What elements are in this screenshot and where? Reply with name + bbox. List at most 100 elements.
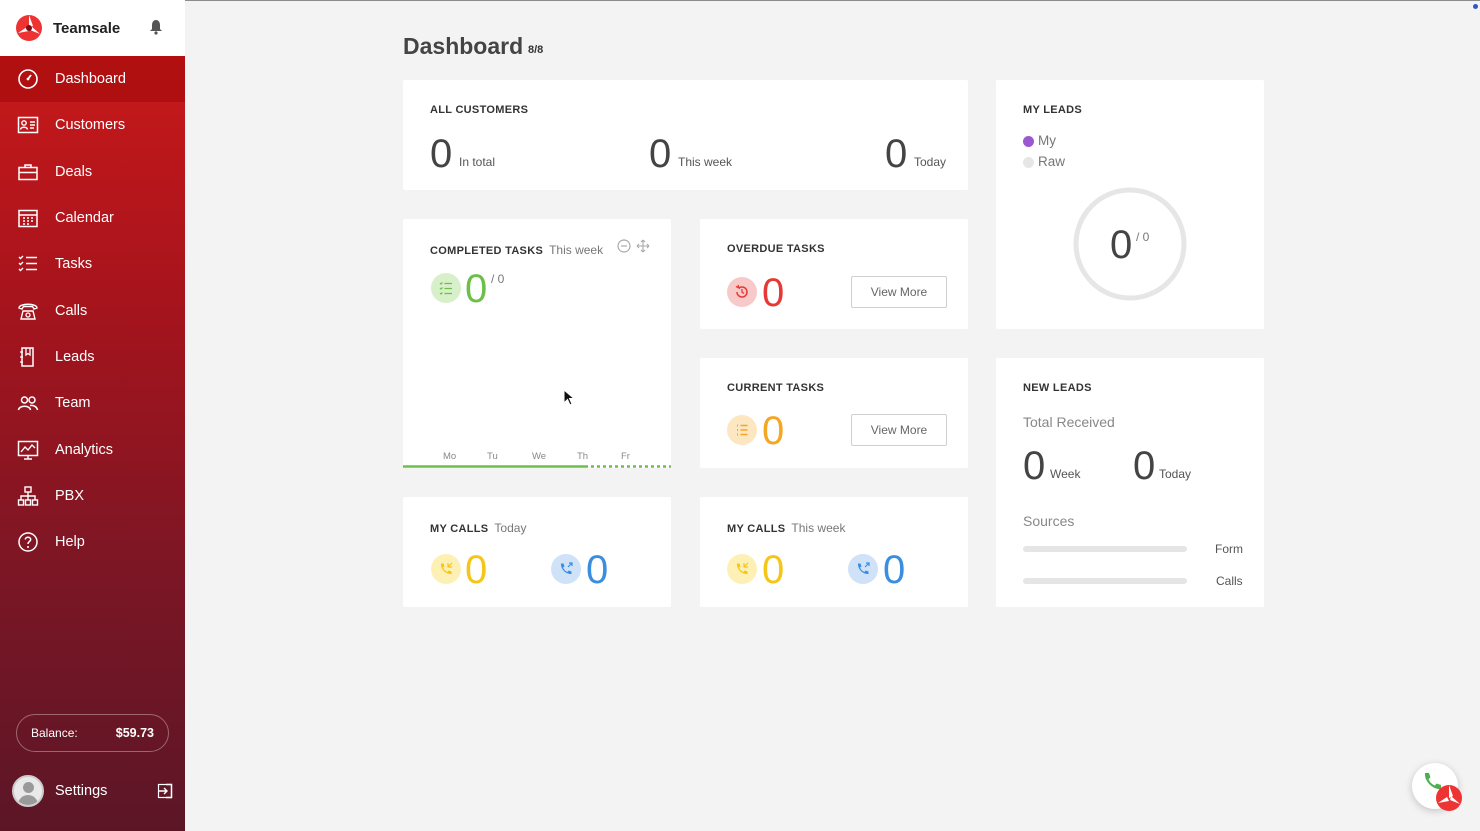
telephone-icon bbox=[16, 299, 40, 323]
calls-today-incoming-value: 0 bbox=[465, 548, 488, 592]
widget-count: 8/8 bbox=[528, 44, 544, 56]
new-leads-week-label: Week bbox=[1050, 467, 1081, 481]
people-icon bbox=[16, 391, 40, 415]
day-label-tu: Tu bbox=[487, 451, 498, 462]
logout-icon[interactable] bbox=[157, 783, 173, 799]
page-title: Dashboard bbox=[403, 33, 524, 59]
sidebar-item-leads[interactable]: Leads bbox=[0, 334, 185, 380]
sidebar-item-label: Leads bbox=[55, 348, 95, 365]
sidebar-item-label: Calendar bbox=[55, 210, 114, 227]
card-subtitle: Today bbox=[494, 521, 527, 535]
sidebar-item-help[interactable]: Help bbox=[0, 519, 185, 565]
settings-label: Settings bbox=[55, 783, 108, 799]
my-leads-of: / 0 bbox=[1136, 230, 1150, 244]
customers-today-value: 0 bbox=[885, 132, 908, 176]
card-title: MY LEADS bbox=[1023, 104, 1083, 116]
overdue-tasks-value: 0 bbox=[762, 271, 785, 315]
current-tasks-icon bbox=[727, 415, 757, 445]
legend-my-label: My bbox=[1038, 133, 1056, 148]
move-icon[interactable] bbox=[636, 239, 650, 258]
current-view-more-button[interactable]: View More bbox=[851, 414, 947, 446]
legend-my[interactable]: My bbox=[1023, 133, 1056, 148]
minimize-icon[interactable] bbox=[617, 239, 631, 258]
sidebar-item-tasks[interactable]: Tasks bbox=[0, 241, 185, 287]
leads-donut-chart bbox=[1073, 187, 1187, 301]
calls-week-incoming-value: 0 bbox=[762, 548, 785, 592]
contact-card-icon bbox=[16, 113, 40, 137]
new-leads-today-value: 0 bbox=[1133, 444, 1156, 488]
all-customers-card: ALL CUSTOMERS 0 In total 0 This week 0 T… bbox=[403, 80, 968, 190]
incoming-call-icon bbox=[431, 554, 461, 584]
completed-tasks-icon bbox=[431, 273, 461, 303]
my-leads-value: 0 bbox=[1110, 223, 1133, 267]
card-title: COMPLETED TASKS This week bbox=[430, 243, 603, 257]
sidebar-nav: Dashboard Customers Deals Calendar Tasks bbox=[0, 56, 185, 565]
avatar[interactable] bbox=[12, 775, 44, 807]
card-subtitle: This week bbox=[791, 521, 846, 535]
balance-amount: $59.73 bbox=[115, 726, 154, 740]
card-title: ALL CUSTOMERS bbox=[430, 104, 529, 116]
day-label-th: Th bbox=[577, 451, 589, 462]
card-title: MY CALLS This week bbox=[727, 521, 845, 535]
legend-raw[interactable]: Raw bbox=[1023, 154, 1065, 169]
calendar-icon bbox=[16, 206, 40, 230]
calls-today-outgoing-value: 0 bbox=[586, 548, 609, 592]
bell-icon[interactable] bbox=[149, 19, 163, 35]
calls-week-outgoing-value: 0 bbox=[883, 548, 906, 592]
lead-document-icon bbox=[16, 345, 40, 369]
teamsale-logo-icon[interactable] bbox=[14, 13, 44, 43]
day-label-mo: Mo bbox=[443, 451, 457, 462]
top-divider bbox=[185, 0, 1480, 1]
sidebar-item-deals[interactable]: Deals bbox=[0, 149, 185, 195]
mouse-cursor-icon bbox=[563, 389, 575, 406]
sidebar-item-label: Calls bbox=[55, 302, 88, 319]
floating-phone-button[interactable] bbox=[1412, 763, 1462, 811]
brand-name: Teamsale bbox=[53, 19, 121, 37]
balance-label: Balance: bbox=[31, 726, 78, 740]
sidebar-item-team[interactable]: Team bbox=[0, 380, 185, 426]
source-form-label: Form bbox=[1215, 542, 1243, 556]
current-tasks-value: 0 bbox=[762, 409, 785, 453]
incoming-call-icon bbox=[727, 554, 757, 584]
overdue-view-more-button[interactable]: View More bbox=[851, 276, 947, 308]
speedometer-icon bbox=[16, 67, 40, 91]
week-progress-line bbox=[403, 465, 671, 468]
sidebar-item-label: Team bbox=[55, 395, 91, 412]
card-title-text: MY CALLS bbox=[727, 523, 786, 535]
completed-tasks-card: COMPLETED TASKS This week 0 / 0 Mo Tu We … bbox=[403, 219, 671, 468]
current-tasks-card: CURRENT TASKS 0 View More bbox=[700, 358, 968, 468]
card-title: NEW LEADS bbox=[1023, 382, 1092, 394]
briefcase-icon bbox=[16, 160, 40, 184]
customers-today-label: Today bbox=[914, 155, 947, 169]
sidebar-item-calls[interactable]: Calls bbox=[0, 287, 185, 333]
my-leads-card: MY LEADS My Raw 0 / 0 bbox=[996, 80, 1264, 329]
new-leads-week-value: 0 bbox=[1023, 444, 1046, 488]
balance-pill[interactable]: Balance: $59.73 bbox=[16, 714, 169, 752]
my-calls-week-card: MY CALLS This week 0 0 bbox=[700, 497, 968, 607]
sidebar-item-dashboard[interactable]: Dashboard bbox=[0, 56, 185, 103]
customers-week-label: This week bbox=[678, 155, 733, 169]
customers-total-label: In total bbox=[459, 155, 496, 169]
new-leads-today-label: Today bbox=[1159, 467, 1192, 481]
overdue-tasks-card: OVERDUE TASKS 0 View More bbox=[700, 219, 968, 329]
network-icon bbox=[16, 484, 40, 508]
card-title-text: MY CALLS bbox=[430, 523, 489, 535]
legend-my-dot bbox=[1023, 135, 1034, 147]
new-leads-card: NEW LEADS Total Received 0 Week 0 Today … bbox=[996, 358, 1264, 607]
sidebar-item-pbx[interactable]: PBX bbox=[0, 473, 185, 519]
card-title: OVERDUE TASKS bbox=[727, 243, 825, 255]
completed-tasks-value: 0 bbox=[465, 267, 488, 311]
sidebar-item-label: Analytics bbox=[55, 441, 114, 458]
card-title: MY CALLS Today bbox=[430, 521, 526, 535]
chart-icon bbox=[16, 438, 40, 462]
customers-week-value: 0 bbox=[649, 132, 672, 176]
outgoing-call-icon bbox=[848, 554, 878, 584]
sidebar-item-calendar[interactable]: Calendar bbox=[0, 195, 185, 241]
day-label-we: We bbox=[532, 451, 547, 462]
sidebar-item-customers[interactable]: Customers bbox=[0, 102, 185, 148]
overdue-history-icon bbox=[727, 277, 757, 307]
source-calls-bar bbox=[1023, 578, 1187, 584]
settings-row[interactable]: Settings bbox=[0, 768, 185, 814]
sidebar-item-analytics[interactable]: Analytics bbox=[0, 426, 185, 472]
sidebar-item-label: Deals bbox=[55, 163, 93, 180]
